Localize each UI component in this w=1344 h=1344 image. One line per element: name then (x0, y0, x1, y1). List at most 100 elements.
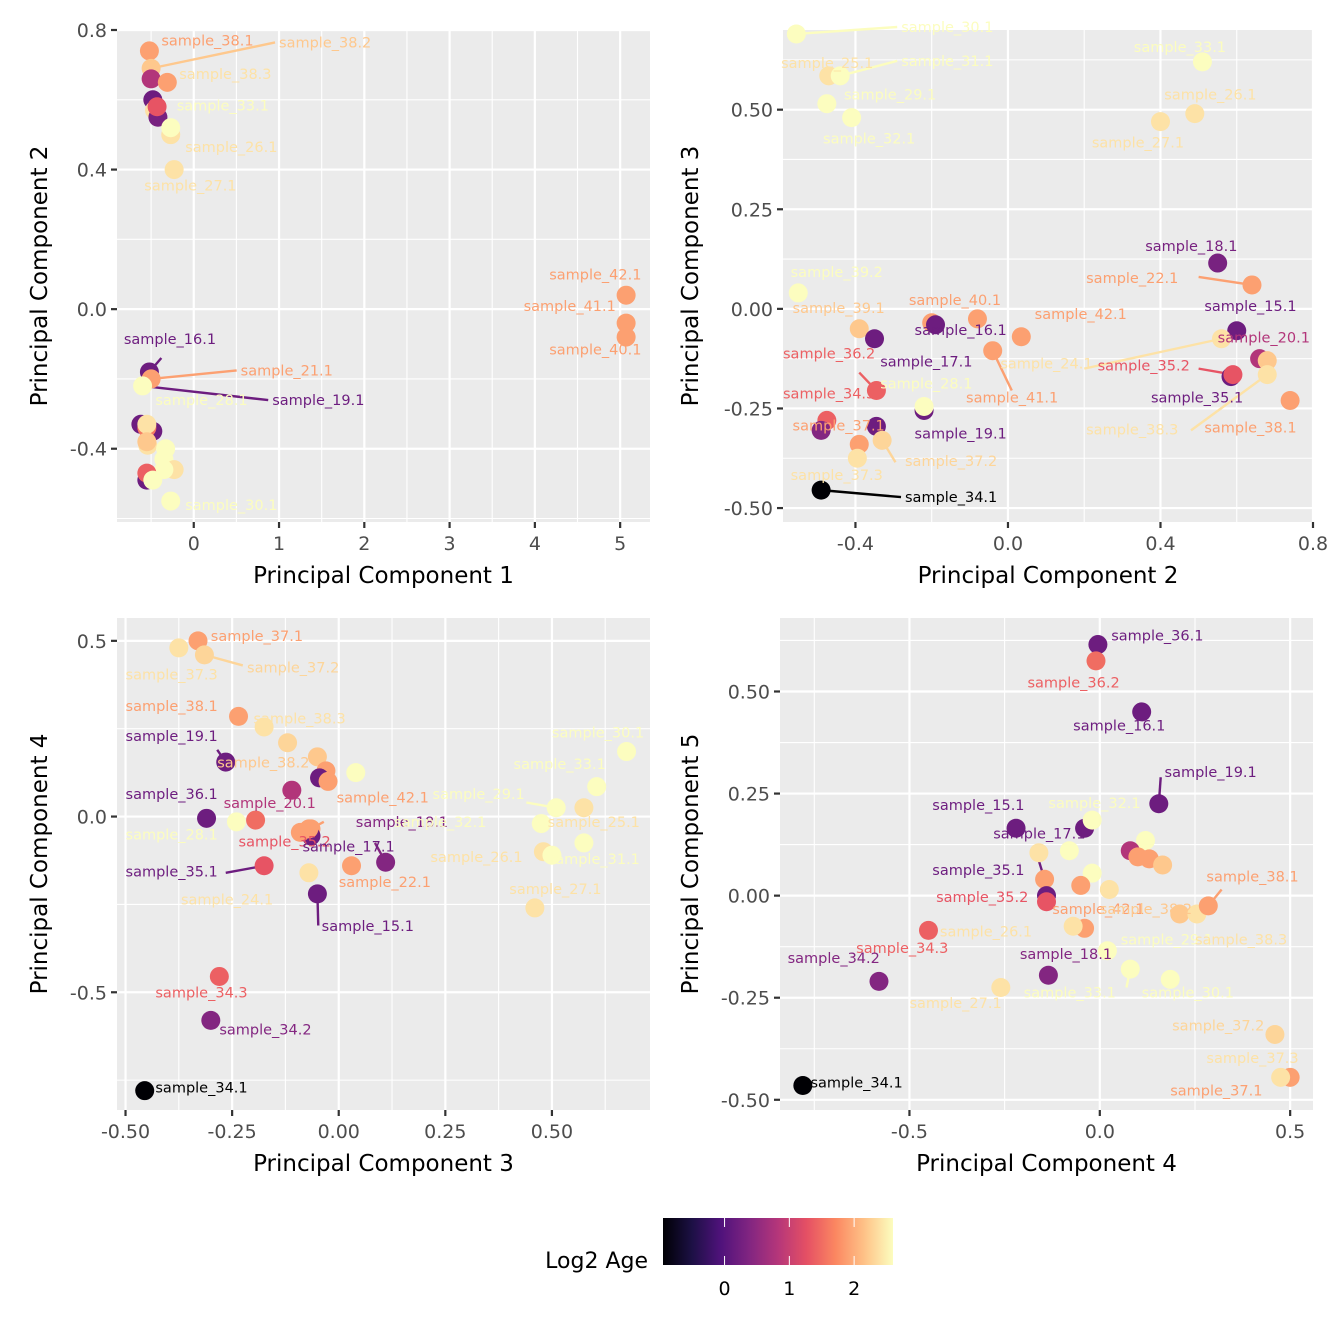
data-point (229, 706, 249, 726)
colorbar (663, 1218, 893, 1265)
data-point (1257, 351, 1277, 371)
point-label: sample_34.2 (219, 1022, 311, 1038)
label-segment (1083, 337, 1222, 370)
point-label: sample_18.1 (1020, 947, 1112, 963)
point-label: sample_33.1 (1134, 40, 1226, 56)
point-label: sample_16.1 (1073, 718, 1165, 734)
data-point (1153, 855, 1173, 875)
point-label: sample_38.2 (1100, 902, 1192, 918)
point-label: sample_38.3 (253, 711, 345, 727)
point-label: sample_38.1 (161, 34, 253, 50)
point-label: sample_30.1 (901, 20, 993, 36)
x-tick-label: 0.4 (1145, 533, 1175, 555)
point-label: sample_32.1 (823, 132, 915, 148)
point-label: sample_26.1 (185, 140, 277, 156)
point-label: sample_29.1 (433, 787, 525, 803)
point-labels: sample_36.1 sample_36.2 sample_16.1 sample_… (788, 628, 1299, 1099)
x-tick-label: 3 (444, 533, 456, 555)
point-label: sample_37.2 (247, 660, 339, 676)
data-point (194, 645, 214, 665)
x-tick-label: 1 (273, 533, 285, 555)
point-label: sample_36.1 (1111, 628, 1203, 644)
point-label: sample_41.1 (524, 299, 616, 315)
point-label: sample_42.1 (1052, 902, 1144, 918)
x-tick-label: -0.5 (891, 1121, 928, 1143)
point-label: sample_33.1 (1024, 986, 1116, 1002)
data-point (246, 810, 266, 830)
point-label: sample_36.2 (1027, 675, 1119, 691)
point-label: sample_37.1 (1170, 1084, 1262, 1100)
data-point (1271, 1067, 1291, 1087)
point-label: sample_24.1 (1000, 357, 1092, 373)
point-label: sample_38.3 (1195, 933, 1287, 949)
point-label: sample_26.1 (940, 924, 1032, 940)
point-label: sample_31.1 (901, 54, 993, 70)
data-point (849, 319, 869, 339)
x-tick-label: 0.8 (1298, 533, 1328, 555)
x-tick-label: 0.00 (318, 1121, 360, 1143)
colorbar-tick-label: 2 (848, 1278, 860, 1300)
data-point (1135, 831, 1155, 851)
point-label: sample_38.3 (179, 67, 271, 83)
data-point (201, 1010, 221, 1030)
point-label: sample_29.1 (1121, 933, 1213, 949)
data-point (1280, 390, 1300, 410)
data-point (872, 430, 892, 450)
point-label: sample_31.1 (548, 852, 640, 868)
data-point (574, 833, 594, 853)
point-label: sample_28.1 (126, 827, 218, 843)
point-label: sample_27.1 (1092, 136, 1184, 152)
data-point (865, 329, 885, 349)
point-label: sample_19.1 (272, 393, 364, 409)
data-point (1208, 253, 1228, 273)
x-axis-title: Principal Component 4 (916, 1151, 1177, 1177)
point-label: sample_21.1 (241, 363, 333, 379)
x-tick-label: 0.5 (1275, 1121, 1305, 1143)
data-point (1211, 329, 1231, 349)
y-axis-title: Principal Component 4 (27, 734, 53, 995)
x-tick-label: -0.4 (837, 533, 874, 555)
y-axis-title: Principal Component 3 (678, 146, 704, 407)
point-label: sample_34.3 (155, 986, 247, 1002)
point-label: sample_24.1 (181, 892, 273, 908)
data-point (1071, 875, 1091, 895)
point-label: sample_40.1 (909, 293, 1001, 309)
data-point (525, 898, 545, 918)
data-point (926, 315, 946, 335)
y-tick-label: 0.8 (77, 20, 107, 42)
point-label: sample_34.2 (788, 951, 880, 967)
data-point (342, 856, 362, 876)
data-point (1160, 969, 1180, 989)
data-point (1150, 112, 1170, 132)
panel-pc2-vs-pc3: -0.4 0.0 0.4 0.8 -0.50 -0.25 0.00 0.25 0.50 Princ… (678, 20, 1328, 589)
data-point (1082, 810, 1102, 830)
points (793, 635, 1300, 1096)
point-label: sample_16.1 (124, 332, 216, 348)
data-point (376, 852, 396, 872)
data-point (830, 66, 850, 86)
data-point (817, 94, 837, 114)
point-label: sample_27.1 (144, 179, 236, 195)
data-point (616, 285, 636, 305)
label-segment (150, 369, 237, 381)
data-point (143, 470, 163, 490)
point-label: sample_22.1 (1086, 271, 1178, 287)
point-label: sample_26.1 (1164, 88, 1256, 104)
points (131, 41, 636, 511)
point-label: sample_19.1 (1165, 765, 1257, 781)
data-point (299, 863, 319, 883)
data-point (1192, 52, 1212, 72)
points (786, 24, 1300, 500)
data-point (793, 1076, 813, 1096)
data-point (318, 771, 338, 791)
data-point (918, 920, 938, 940)
label-segments (142, 41, 276, 402)
plot-background (117, 30, 650, 522)
point-label: sample_34.1 (905, 490, 997, 506)
point-label: sample_39.1 (793, 301, 885, 317)
data-point (546, 798, 566, 818)
data-point (307, 884, 327, 904)
point-label: sample_42.1 (337, 791, 429, 807)
point-label: sample_37.3 (126, 668, 218, 684)
